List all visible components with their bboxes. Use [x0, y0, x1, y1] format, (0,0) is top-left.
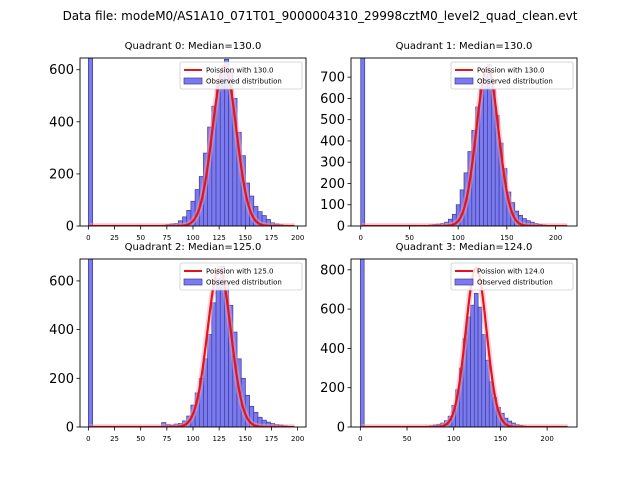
histogram-bar	[211, 302, 217, 427]
x-tick-label: 50	[403, 435, 412, 443]
y-tick-label: 400	[320, 342, 345, 357]
x-tick-label: 50	[136, 435, 145, 443]
y-tick-label: 0	[66, 220, 74, 235]
x-tick-label: 200	[291, 435, 304, 443]
x-tick-label: 125	[212, 234, 225, 242]
y-tick-label: 0	[337, 421, 345, 436]
x-tick-label: 25	[110, 435, 119, 443]
histogram-bar	[88, 58, 94, 226]
legend-box	[179, 61, 303, 90]
y-tick-label: 600	[49, 63, 74, 78]
panel-quadrant-0: 0 25 50 75 100 125 150 175 200 0 200 400 600 Quadrant…	[49, 41, 307, 242]
y-tick-label: 600	[49, 274, 74, 289]
histogram-bar	[360, 58, 366, 226]
y-tick-label: 700	[320, 71, 345, 86]
legend: Poission with 130.0 Observed distribution	[450, 61, 574, 90]
figure-title: Data file: modeM0/AS1A10_071T01_90000043…	[63, 9, 578, 23]
poisson-curve	[361, 266, 568, 427]
x-tick-label: 200	[291, 234, 304, 242]
legend-bar-swatch	[454, 77, 474, 85]
y-tick-label: 600	[320, 92, 345, 107]
x-tick-label: 0	[86, 234, 90, 242]
x-tick-label: 50	[136, 234, 145, 242]
panel-title: Quadrant 3: Median=124.0	[396, 242, 533, 253]
legend-bar-swatch	[183, 278, 203, 286]
x-tick-label: 150	[494, 435, 507, 443]
y-tick-label: 600	[320, 303, 345, 318]
y-tick-label: 400	[49, 323, 74, 338]
x-tick-label: 150	[500, 234, 513, 242]
y-tick-label: 400	[49, 115, 74, 130]
x-tick-label: 175	[265, 435, 278, 443]
y-tick-label: 200	[320, 381, 345, 396]
panel-quadrant-3: 0 50 100 150 200 0 200 400 600 800 Quadrant 3: Med…	[320, 242, 578, 443]
legend-box	[179, 262, 303, 291]
legend-bar-label: Observed distribution	[206, 78, 282, 86]
y-tick-label: 200	[49, 167, 74, 182]
x-tick-label: 100	[451, 234, 464, 242]
legend-curve-label: Poission with 125.0	[206, 268, 274, 276]
panel-title: Quadrant 2: Median=125.0	[125, 242, 262, 253]
poisson-curve	[89, 267, 295, 427]
x-tick-label: 75	[162, 435, 171, 443]
y-tick-label: 0	[66, 421, 74, 436]
panel-quadrant-2: 0 25 50 75 100 125 150 175 200 0 200 400 600 Quadrant…	[49, 242, 307, 443]
legend-curve-label: Poission with 130.0	[477, 67, 545, 75]
x-tick-label: 150	[239, 435, 252, 443]
legend-bar-label: Observed distribution	[477, 78, 553, 86]
panel-quadrant-1: 0 50 100 150 200 0 100 200 300 400 500 600 700 Quadra…	[320, 41, 578, 242]
legend-bar-swatch	[183, 77, 203, 85]
legend-bar-swatch	[454, 278, 474, 286]
x-tick-label: 0	[359, 234, 363, 242]
y-tick-label: 200	[49, 372, 74, 387]
x-tick-label: 0	[86, 435, 90, 443]
legend-bar-label: Observed distribution	[206, 279, 282, 287]
y-tick-label: 100	[320, 198, 345, 213]
histogram-bar	[470, 304, 475, 427]
histogram-bar	[88, 259, 94, 427]
histogram-bar	[215, 278, 221, 427]
y-tick-label: 300	[320, 156, 345, 171]
poisson-curve-glow	[361, 64, 568, 226]
legend-box	[450, 61, 574, 90]
legend-bar-label: Observed distribution	[477, 279, 553, 287]
legend-curve-label: Poission with 124.0	[477, 268, 545, 276]
y-tick-label: 500	[320, 113, 345, 128]
y-tick-label: 0	[337, 220, 345, 235]
legend-box	[450, 262, 574, 291]
poisson-curve-glow	[89, 265, 295, 427]
axes-frame	[350, 258, 578, 428]
legend-curve-label: Poission with 130.0	[206, 67, 274, 75]
x-tick-label: 125	[212, 435, 225, 443]
histogram-bar	[481, 334, 486, 427]
panel-title: Quadrant 1: Median=130.0	[396, 41, 533, 52]
x-tick-label: 175	[265, 234, 278, 242]
histogram-bar	[359, 259, 365, 427]
axes-frame	[350, 57, 578, 227]
x-tick-label: 150	[239, 234, 252, 242]
legend: Poission with 124.0 Observed distribution	[450, 262, 574, 291]
histogram-bar	[477, 306, 483, 427]
legend: Poission with 130.0 Observed distribution	[179, 61, 303, 90]
x-tick-label: 75	[162, 234, 171, 242]
histogram-bar	[473, 293, 479, 427]
x-tick-label: 100	[447, 435, 460, 443]
panel-title: Quadrant 0: Median=130.0	[125, 41, 262, 52]
y-tick-label: 800	[320, 263, 345, 278]
x-tick-label: 200	[540, 435, 553, 443]
x-tick-label: 100	[186, 234, 199, 242]
legend: Poission with 125.0 Observed distribution	[179, 262, 303, 291]
y-tick-label: 400	[320, 134, 345, 149]
histogram-bar	[483, 74, 488, 226]
histogram-bar	[219, 69, 225, 226]
x-tick-label: 200	[549, 234, 562, 242]
poisson-curve	[89, 65, 295, 226]
x-tick-label: 25	[110, 234, 119, 242]
x-tick-label: 0	[358, 435, 362, 443]
x-tick-label: 100	[186, 435, 199, 443]
y-tick-label: 200	[320, 177, 345, 192]
x-tick-label: 50	[405, 234, 414, 242]
